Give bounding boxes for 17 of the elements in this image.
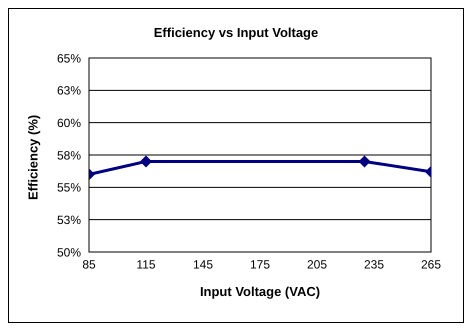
chart-title: Efficiency vs Input Voltage <box>152 25 320 40</box>
y-tick-label: 60% <box>56 116 82 130</box>
y-tick-label: 58% <box>56 148 82 162</box>
y-tick-label: 50% <box>56 245 82 260</box>
y-tick-label: 65% <box>56 51 82 66</box>
y-tick-label: 53% <box>56 212 82 227</box>
x-tick-label: 145 <box>192 258 214 272</box>
x-tick-label: 85 <box>82 258 96 272</box>
x-tick-label: 115 <box>136 258 156 272</box>
x-tick-label: 205 <box>306 258 328 272</box>
y-axis-title: Efficiency (%) <box>26 114 41 200</box>
y-tick-label: 63% <box>56 84 82 98</box>
x-tick-label: 175 <box>250 258 270 272</box>
x-tick-label: 265 <box>420 258 442 272</box>
y-tick-label: 55% <box>56 180 82 195</box>
x-tick-label: 235 <box>364 258 384 272</box>
x-axis-title: Input Voltage (VAC) <box>200 284 320 299</box>
